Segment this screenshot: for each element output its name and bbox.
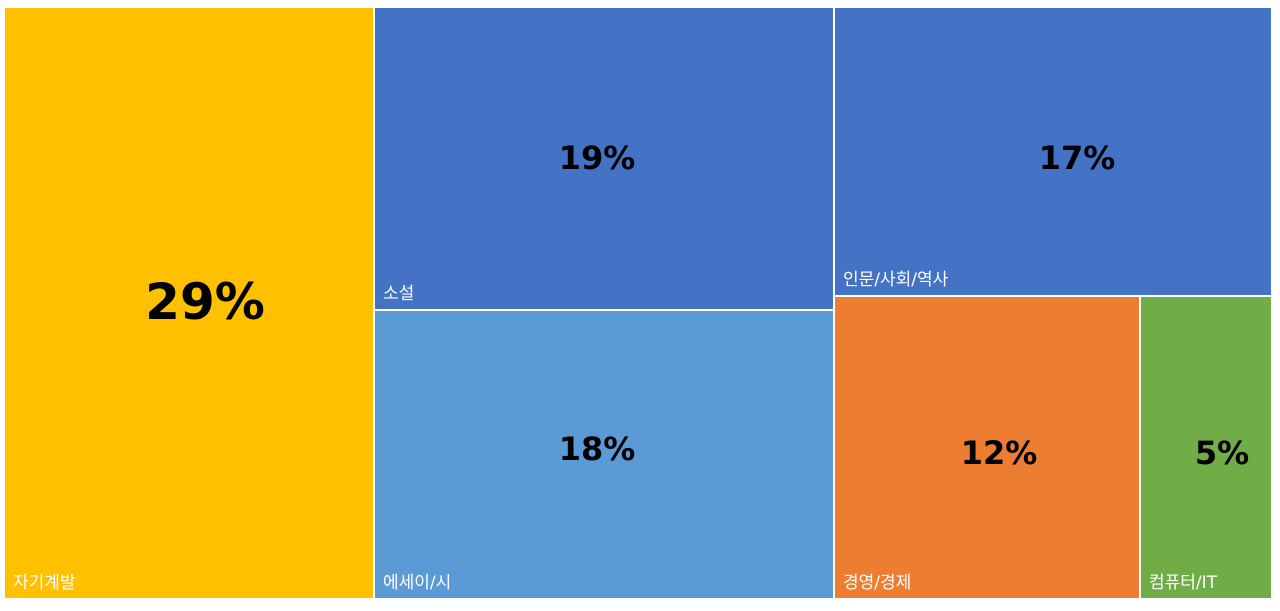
category-label: 소설: [383, 284, 415, 304]
category-label: 컴퓨터/IT: [1149, 573, 1218, 593]
treemap-cell-humanities: 17% 인문/사회/역사: [835, 8, 1271, 295]
treemap-cell-business: 12% 경영/경제: [835, 297, 1139, 598]
treemap-cell-computer-it: 5% 컴퓨터/IT: [1141, 297, 1271, 598]
treemap-cell-self-development: 29% 자기계발: [5, 8, 373, 598]
value-label: 19%: [558, 139, 636, 177]
category-label: 에세이/시: [383, 573, 452, 593]
category-label: 자기계발: [13, 573, 76, 593]
value-label: 5%: [1194, 434, 1250, 472]
value-label: 12%: [960, 434, 1038, 472]
value-label: 29%: [145, 273, 265, 331]
value-label: 18%: [558, 430, 636, 468]
treemap-cell-essay-poetry: 18% 에세이/시: [375, 311, 833, 598]
category-label: 경영/경제: [843, 573, 912, 593]
treemap-cell-novel: 19% 소설: [375, 8, 833, 309]
category-label: 인문/사회/역사: [843, 270, 949, 290]
value-label: 17%: [1038, 139, 1116, 177]
